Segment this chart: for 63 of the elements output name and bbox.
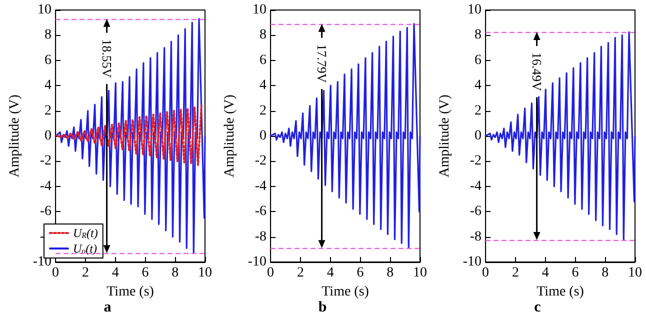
y-axis-title: Amplitude (V) [222,94,238,178]
x-tick-label: 10 [413,266,427,280]
y-tick-label: 4 [474,78,482,94]
y-tick-label: -10 [462,254,482,270]
x-tick-label: 8 [602,266,609,280]
line-series [270,23,421,249]
x-axis-title: Time (s) [536,284,584,300]
x-tick-label: 8 [386,266,394,280]
x-tick-label: 2 [512,266,519,280]
y-axis-title: Amplitude (V) [438,94,452,178]
y-tick-label: 10 [468,2,482,18]
y-tick-label: -8 [254,229,267,244]
text: a [104,300,112,316]
y-tick-label: -2 [40,154,52,169]
y-tick-label: -10 [248,254,267,270]
x-tick-label: 2 [296,266,304,280]
line-series [56,104,202,166]
y-tick-label: 10 [38,2,52,18]
x-tick-label: 6 [572,266,579,280]
y-tick-label: 0 [44,128,52,144]
y-tick-label: -4 [254,178,267,194]
y-tick-label: -6 [40,204,52,220]
x-tick-label: 8 [172,266,179,280]
x-axis-title: Time (s) [322,284,370,300]
x-tick-label: 10 [628,266,642,280]
x-tick-label: 6 [142,266,149,280]
y-tick-label: 4 [44,78,52,94]
text: c [534,300,542,316]
y-tick-label: 8 [474,28,482,43]
y-tick-label: -6 [254,204,267,220]
line-series [54,18,206,254]
y-tick-label: 0 [260,128,267,144]
y-tick-label: -8 [470,229,482,244]
y-tick-label: 2 [260,103,267,118]
x-tick-label: 4 [542,266,549,280]
y-tick-label: -2 [470,154,482,169]
y-axis-title: Amplitude (V) [8,94,22,178]
y-tick-label: 6 [260,52,267,68]
x-tick-label: 6 [356,266,364,280]
y-tick-label: 8 [260,28,267,43]
y-tick-label: -2 [254,154,267,169]
annotation: 16.49V [529,52,544,92]
x-axis-title: Time (s) [106,284,154,300]
x-tick-label: 4 [326,266,334,280]
y-tick-label: -6 [470,204,482,220]
y-tick-label: 0 [474,128,482,144]
text: b [318,300,327,316]
x-tick-label: 4 [112,266,119,280]
y-tick-label: 10 [252,2,267,18]
line-series [484,31,636,241]
y-tick-label: 2 [474,103,482,118]
y-tick-label: -4 [40,178,52,194]
y-tick-label: 2 [44,103,52,118]
x-tick-label: 2 [82,266,89,280]
x-tick-label: 10 [198,266,212,280]
y-tick-label: 6 [474,52,482,68]
annotation: 17.79V [314,44,330,84]
annotation: 18.55V [99,39,114,78]
y-tick-label: -4 [470,178,482,194]
y-tick-label: 8 [44,28,52,43]
y-tick-label: 6 [44,52,52,68]
legend-label: UR(t) [73,226,98,240]
y-tick-label: 4 [260,78,267,94]
